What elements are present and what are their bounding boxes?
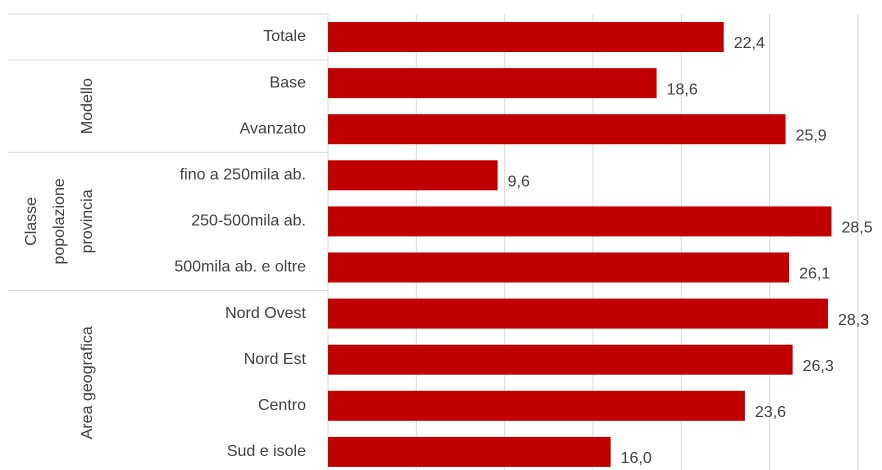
y-tick-label: Base xyxy=(270,74,307,91)
value-label: 26,1 xyxy=(799,266,830,283)
bar xyxy=(328,114,786,145)
y-tick-label: Centro xyxy=(258,397,306,414)
bar xyxy=(328,68,657,99)
group-label: provincia xyxy=(79,189,96,253)
value-label: 28,5 xyxy=(842,220,873,237)
group-label: popolazione xyxy=(51,178,68,264)
value-label: 26,3 xyxy=(803,358,834,375)
bar xyxy=(328,390,745,421)
bar xyxy=(328,160,498,191)
value-label: 9,6 xyxy=(508,174,530,191)
y-tick-label: Nord Est xyxy=(244,351,307,368)
bar xyxy=(328,344,793,375)
bar xyxy=(328,252,790,283)
y-tick-label: Totale xyxy=(263,28,306,45)
value-label: 22,4 xyxy=(734,35,765,52)
y-tick-label: Avanzato xyxy=(240,120,307,137)
y-tick-label: 250-500mila ab. xyxy=(191,213,306,230)
bar xyxy=(328,436,611,467)
group-label: Modello xyxy=(79,78,96,134)
y-tick-label: Nord Ovest xyxy=(225,305,306,322)
bar xyxy=(328,206,832,237)
bar xyxy=(328,298,828,329)
value-label: 28,3 xyxy=(838,312,869,329)
y-tick-label: 500mila ab. e oltre xyxy=(174,259,306,276)
y-tick-label: fino a 250mila ab. xyxy=(180,167,306,184)
group-label: Classe xyxy=(23,197,40,246)
y-tick-label: Sud e isole xyxy=(227,443,306,460)
value-label: 25,9 xyxy=(796,127,827,144)
bar xyxy=(328,22,724,52)
value-label: 16,0 xyxy=(621,450,652,467)
value-label: 23,6 xyxy=(755,404,786,421)
value-label: 18,6 xyxy=(667,81,698,98)
group-label: Area geografica xyxy=(79,326,96,439)
